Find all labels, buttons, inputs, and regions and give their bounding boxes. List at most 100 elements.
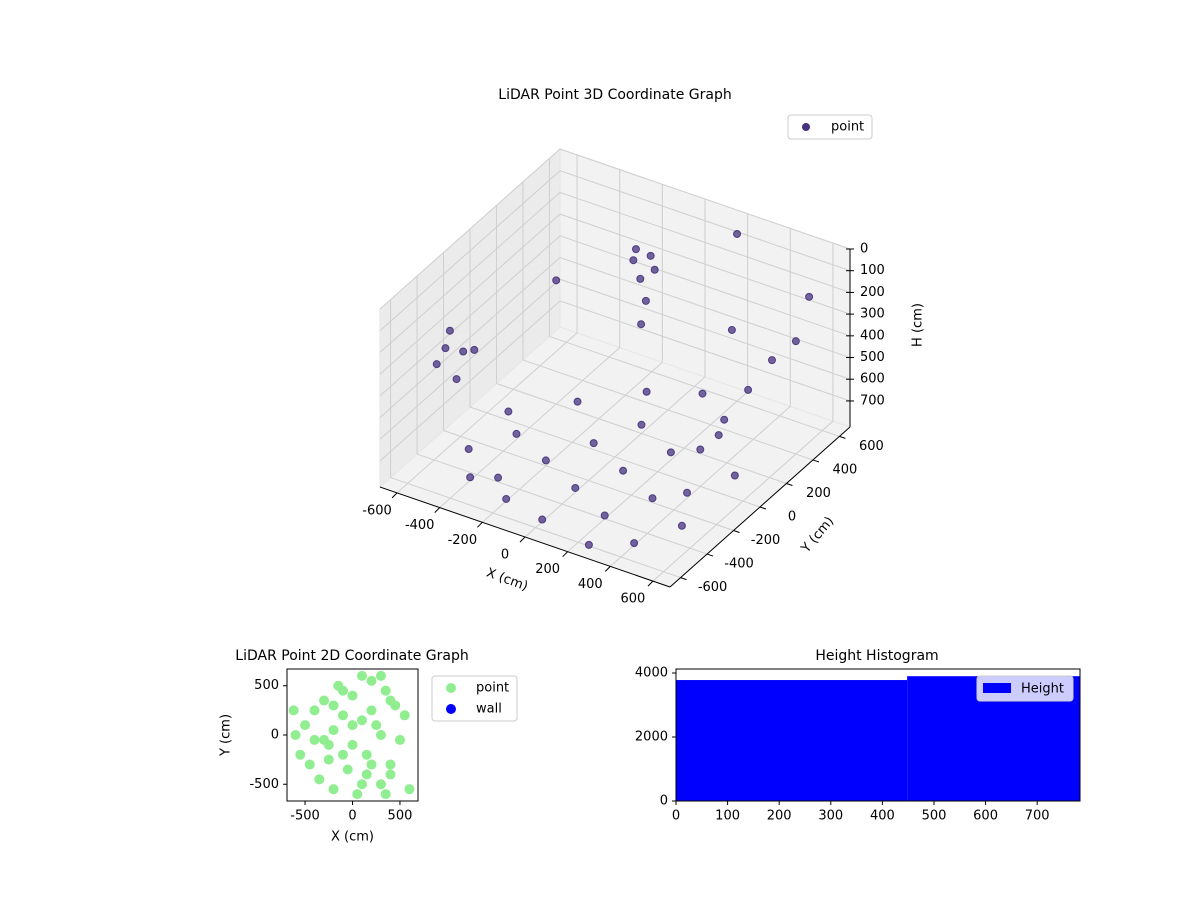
legend-label: wall (476, 702, 502, 717)
chart-title: LiDAR Point 2D Coordinate Graph (235, 648, 468, 664)
point (696, 445, 705, 454)
tick-mark (476, 521, 483, 528)
tick-mark (812, 459, 820, 463)
tick-mark (647, 580, 654, 587)
point (385, 769, 396, 780)
grid-line (379, 148, 561, 310)
point (338, 710, 349, 721)
y-tick-label: 2000 (635, 730, 668, 745)
point (600, 511, 609, 520)
point (309, 734, 320, 745)
point (375, 670, 386, 681)
point (504, 407, 513, 416)
y-tick-label: 0 (271, 728, 279, 743)
x-tick-label: -400 (405, 518, 435, 533)
x-tick-label: -500 (290, 809, 320, 824)
point (494, 473, 503, 482)
point (698, 389, 707, 398)
point (356, 779, 367, 790)
y-axis-label: Y (cm) (219, 714, 234, 757)
x-tick-label: 300 (818, 809, 843, 824)
legend-marker (446, 683, 456, 693)
point (366, 675, 377, 686)
point (347, 739, 358, 750)
grid-line (379, 257, 561, 418)
z-tick-label: 500 (860, 350, 885, 365)
chart-title: LiDAR Point 3D Coordinate Graph (498, 87, 731, 103)
point (361, 769, 372, 780)
point (459, 347, 468, 356)
point (361, 749, 372, 760)
point (641, 296, 650, 305)
chart-title: Height Histogram (815, 648, 938, 664)
point (328, 700, 339, 711)
grid-line (549, 335, 840, 437)
x-tick-label: 0 (348, 809, 356, 824)
y-tick-label: 0 (788, 510, 796, 525)
point (366, 705, 377, 716)
point (512, 429, 521, 438)
point (727, 325, 736, 334)
x-tick-label: 200 (767, 809, 792, 824)
point (385, 695, 396, 706)
point (571, 483, 580, 492)
point (648, 494, 657, 503)
point (589, 439, 598, 448)
point (399, 710, 410, 721)
grid-line (559, 191, 851, 293)
z-tick-label: 400 (860, 328, 885, 343)
point (666, 448, 675, 457)
grid-line (379, 300, 561, 462)
point (328, 725, 339, 736)
point (650, 265, 659, 274)
axis-line (379, 486, 671, 588)
grid-line (522, 359, 814, 461)
tick-mark (786, 482, 793, 486)
point (619, 466, 628, 475)
point (356, 715, 367, 726)
point (352, 789, 363, 800)
point (631, 245, 640, 254)
point (366, 759, 377, 770)
point (464, 445, 473, 454)
point (371, 720, 382, 731)
point (385, 759, 396, 770)
legend-marker (446, 704, 456, 714)
grid-line (559, 213, 851, 315)
legend-marker (802, 123, 810, 131)
grid-line (379, 192, 561, 353)
point (380, 789, 391, 800)
tick-mark (519, 536, 526, 543)
grid-line (559, 278, 851, 380)
y-tick-label: -200 (751, 533, 781, 548)
point (404, 784, 415, 795)
point (432, 360, 441, 369)
tick-mark (434, 507, 441, 513)
point (309, 705, 320, 716)
point (295, 749, 306, 760)
y-tick-label: -600 (698, 580, 728, 595)
point (470, 345, 479, 354)
point (394, 734, 405, 745)
z-axis-label: H (cm) (911, 303, 926, 347)
point (805, 292, 814, 301)
z-tick-label: 0 (860, 242, 868, 257)
grid-line (559, 170, 851, 272)
z-tick-label: 200 (860, 285, 885, 300)
tick-mark (562, 551, 569, 558)
x-tick-label: 400 (578, 577, 603, 592)
point (338, 749, 349, 760)
tick-mark (604, 566, 611, 572)
point (629, 256, 638, 265)
point (452, 375, 461, 384)
point (642, 387, 651, 396)
point (573, 397, 582, 406)
x-tick-label: 500 (922, 809, 947, 824)
tick-mark (680, 577, 687, 581)
point (552, 276, 561, 285)
y-tick-label: 0 (660, 794, 668, 809)
point (319, 734, 330, 745)
point (538, 515, 547, 524)
legend-label: Height (1021, 682, 1064, 697)
